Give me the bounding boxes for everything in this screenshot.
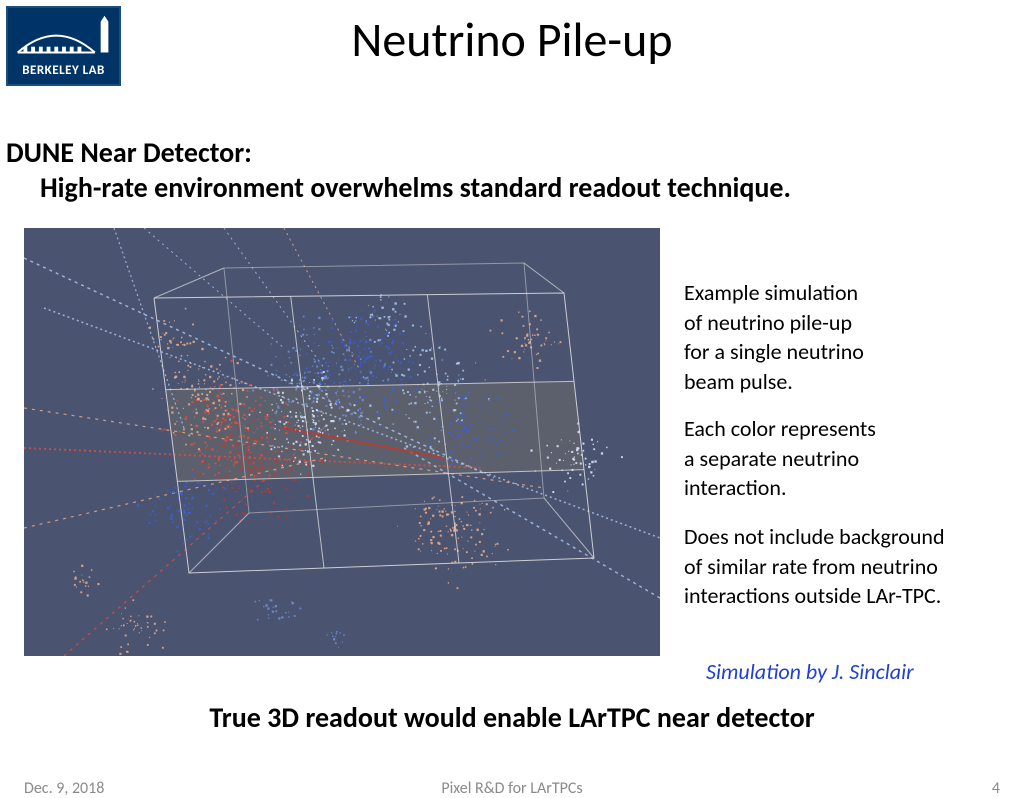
caption-paragraph-1: Example simulationof neutrino pile-upfor…	[684, 278, 864, 397]
slide-title: Neutrino Pile-up	[0, 0, 1024, 69]
lab-logo-text: BERKELEY LAB	[22, 63, 105, 78]
simulation-credit: Simulation by J. Sinclair	[706, 658, 914, 685]
lab-logo-graphic	[8, 13, 119, 63]
heading-line-2: High-rate environment overwhelms standar…	[40, 170, 791, 205]
footer-center: Pixel R&D for LArTPCs	[0, 779, 1024, 798]
heading-line-1: DUNE Near Detector:	[6, 135, 252, 170]
footer-page: 4	[992, 779, 1000, 798]
caption-paragraph-2: Each color representsa separate neutrino…	[684, 414, 876, 503]
simulation-svg	[24, 228, 660, 656]
lab-logo: BERKELEY LAB	[6, 6, 121, 86]
conclusion-text: True 3D readout would enable LArTPC near…	[0, 700, 1024, 735]
simulation-figure	[24, 228, 660, 656]
caption-paragraph-3: Does not include backgroundof similar ra…	[684, 522, 945, 611]
